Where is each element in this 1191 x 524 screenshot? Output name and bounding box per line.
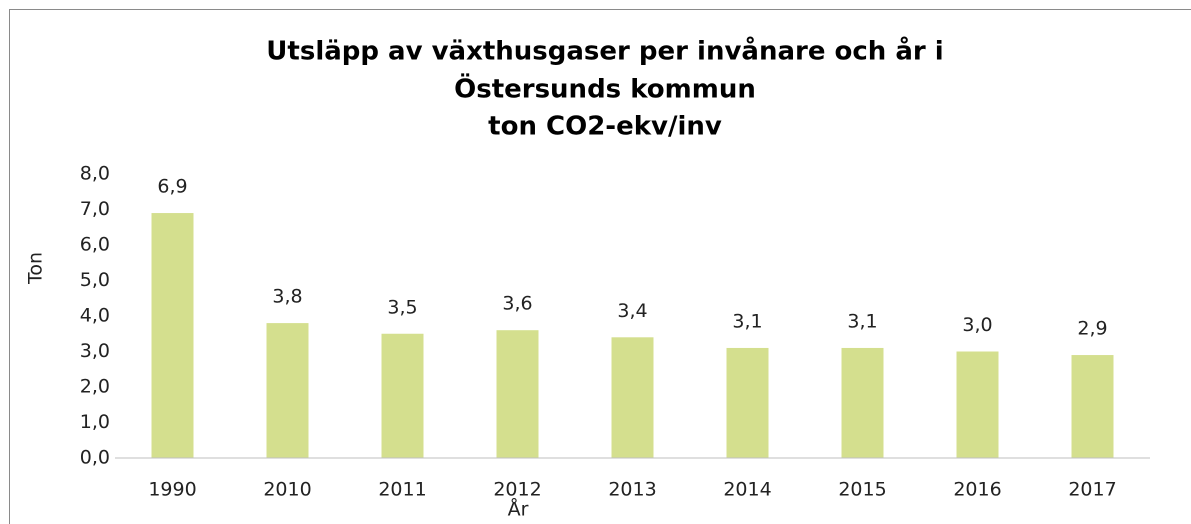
- chart-title: Utsläpp av växthusgaser per invånare och…: [266, 35, 943, 67]
- x-tick-label: 2014: [723, 479, 771, 501]
- y-tick-label: 0,0: [80, 447, 110, 469]
- data-label: 3,5: [387, 296, 417, 318]
- y-tick-label: 5,0: [80, 269, 110, 291]
- data-label: 6,9: [157, 176, 187, 198]
- data-label: 3,8: [272, 286, 302, 308]
- y-tick-label: 8,0: [80, 163, 110, 185]
- x-tick-label: 2012: [493, 479, 541, 501]
- bar: [611, 337, 654, 458]
- bar: [151, 213, 194, 458]
- x-tick-label: 2016: [953, 479, 1001, 501]
- bar: [956, 351, 999, 458]
- x-axis-label: År: [508, 498, 529, 521]
- x-tick-label: 2017: [1068, 479, 1116, 501]
- y-tick-label: 1,0: [80, 411, 110, 433]
- y-tick-label: 3,0: [80, 340, 110, 362]
- bar: [841, 347, 884, 458]
- y-tick-label: 2,0: [80, 376, 110, 398]
- x-tick-label: 2015: [838, 479, 886, 501]
- bar: [266, 323, 309, 458]
- y-tick-label: 4,0: [80, 305, 110, 327]
- bar: [1071, 355, 1114, 458]
- data-label: 3,1: [847, 310, 877, 332]
- data-label: 3,1: [732, 310, 762, 332]
- bar: [726, 347, 769, 458]
- y-tick-label: 7,0: [80, 198, 110, 220]
- data-label: 3,6: [502, 293, 532, 315]
- chart-title: ton CO2-ekv/inv: [488, 112, 722, 142]
- chart-title: Östersunds kommun: [454, 72, 756, 105]
- data-label: 3,0: [962, 314, 992, 336]
- x-tick-label: 2010: [263, 479, 311, 501]
- data-label: 2,9: [1077, 318, 1107, 340]
- y-tick-label: 6,0: [80, 234, 110, 256]
- y-axis-label: Ton: [25, 252, 47, 285]
- x-tick-label: 1990: [148, 479, 196, 501]
- bar: [496, 330, 539, 458]
- bar: [381, 333, 424, 458]
- x-tick-label: 2011: [378, 479, 426, 501]
- x-tick-label: 2013: [608, 479, 656, 501]
- data-label: 3,4: [617, 300, 647, 322]
- chart-border: [9, 9, 1191, 524]
